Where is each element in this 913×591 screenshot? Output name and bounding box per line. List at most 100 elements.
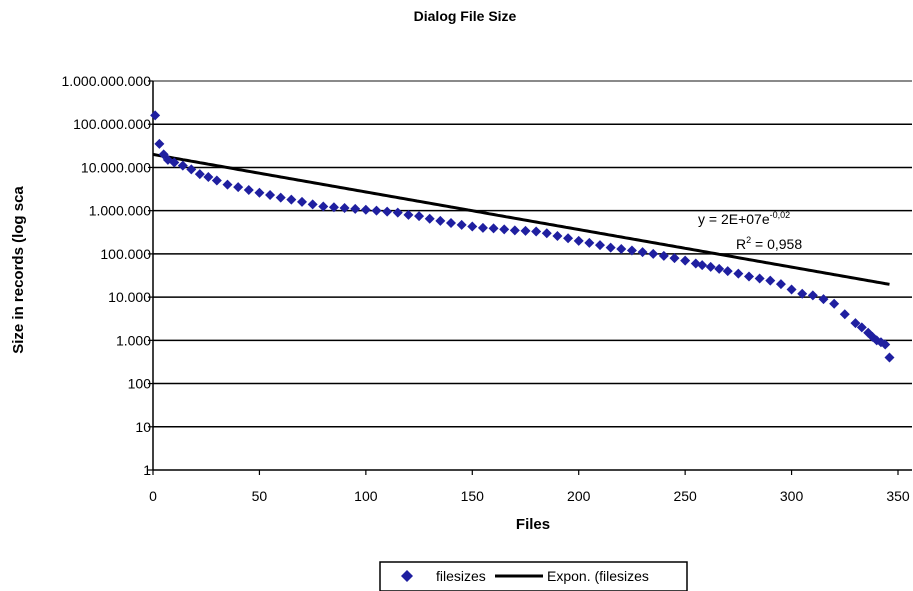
data-point [424,213,435,224]
data-point [243,185,254,196]
data-point [403,209,414,220]
data-point [765,275,776,286]
legend-label-trend: Expon. (filesizes [547,568,649,584]
y-tick-label: 100.000 [100,246,151,262]
x-tick-label: 50 [252,488,268,504]
y-tick-label: 100 [128,376,152,392]
data-point [616,243,627,254]
trendline [152,152,890,286]
data-point [477,222,488,233]
data-point [467,221,478,232]
x-tick-label: 200 [567,488,591,504]
chart-title: Dialog File Size [414,8,517,24]
data-point [648,248,659,259]
data-point [880,339,891,350]
data-point [584,237,595,248]
x-tick-label: 100 [354,488,378,504]
y-tick-label: 10 [135,419,151,435]
y-tick-label: 10.000 [108,289,151,305]
data-point [297,196,307,207]
data-point [265,190,276,201]
x-tick-labels: 0 50 100 150 200 250 300 350 [149,488,910,504]
x-tick-label: 300 [780,488,804,504]
x-tick-label: 350 [886,488,910,504]
data-point [446,217,456,228]
equation-text: y = 2E+07e [698,211,770,227]
data-point [318,201,329,212]
y-tick-labels: 1 10 100 1.000 10.000 100.000 1.000.000 10.000.… [61,73,151,478]
y-tick-label: 1.000.000 [89,203,151,219]
data-point [705,261,716,272]
data-point [754,273,765,284]
legend-marker-filesizes [401,570,413,582]
x-tick-label: 150 [461,488,485,504]
data-point [552,230,563,241]
r-squared-label: R [736,236,746,252]
data-point [169,157,180,168]
data-point [203,172,214,183]
svg-text:y = 2E+07e-0,02: y = 2E+07e-0,02 [698,210,790,227]
data-point [360,204,371,215]
data-point [669,253,680,264]
data-point [595,240,605,251]
data-point [254,187,265,198]
data-point [435,215,446,226]
data-point [626,245,637,256]
data-point [722,266,733,277]
data-point [797,288,808,299]
data-point [531,226,542,237]
data-point [328,202,339,213]
data-point [884,352,895,363]
data-point [414,211,425,222]
legend: filesizes Expon. (filesizes [379,561,688,591]
data-points [150,110,895,363]
data-point [807,290,818,301]
y-axis-title: Size in records (log sca [10,186,27,354]
data-point [392,207,403,218]
data-point [680,255,691,266]
data-point [509,225,520,236]
x-tick-label: 250 [673,488,697,504]
data-point [818,294,829,305]
data-point [573,235,584,246]
y-tick-label: 1 [143,462,151,478]
data-point [541,228,552,239]
data-point [856,322,867,333]
data-point [499,224,510,235]
trendline-equation: y = 2E+07e-0,02 R2 = 0,958 [698,210,802,252]
data-point [658,250,669,261]
x-axis-title: Files [516,516,550,533]
y-tick-label: 100.000.000 [73,116,151,132]
data-point [520,225,531,236]
data-point [382,206,393,217]
y-tick-label: 1.000 [116,332,151,348]
trendline-path [152,152,890,286]
data-point [839,309,850,320]
r-squared-exponent: 2 [746,235,751,245]
data-point [733,268,744,279]
data-point [744,271,754,282]
data-point [850,318,861,329]
data-point [637,247,648,258]
gridlines [148,80,912,471]
data-point [350,203,361,214]
equation-exponent: -0,02 [770,210,791,220]
data-point [154,138,165,149]
data-point [775,279,786,290]
y-tick-label: 1.000.000.000 [61,73,151,89]
data-point [150,110,161,121]
x-tick-label: 0 [149,488,157,504]
data-point [829,298,840,309]
data-point [286,194,297,205]
data-point [275,192,286,203]
data-point [563,233,574,244]
data-point [786,284,797,295]
axes [152,81,912,475]
data-point [222,179,233,190]
data-point [339,203,350,214]
data-point [307,199,318,210]
data-point [697,260,708,271]
data-point [211,175,222,186]
r-squared-value: = 0,958 [751,236,802,252]
